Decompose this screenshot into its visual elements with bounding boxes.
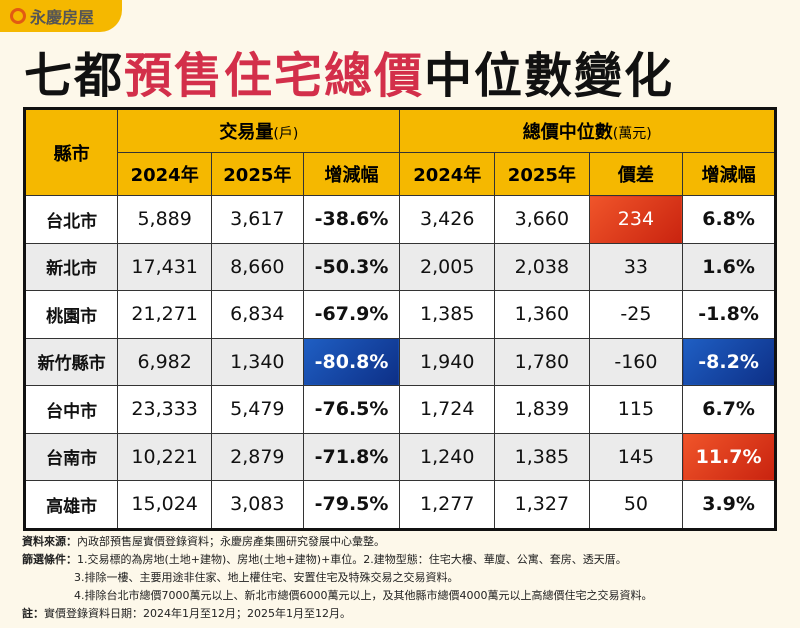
subheader: 2025年 bbox=[494, 152, 590, 196]
cell-p2024: 1,940 bbox=[399, 337, 496, 386]
logo-text: 永慶房屋 bbox=[30, 8, 95, 27]
cell-p2025: 1,839 bbox=[494, 385, 590, 434]
cell-city: 新竹縣市 bbox=[23, 337, 119, 386]
table-row: 新北市 17,431 8,660 -50.3% 2,005 2,038 33 1.6% bbox=[23, 242, 776, 291]
cell-pchg: -8.2% bbox=[682, 337, 776, 386]
data-table: 縣市 交易量(戶) 總價中位數(萬元) 2024年 2025年 增減幅 2024年 20… bbox=[23, 107, 777, 531]
cell-diff: 234 bbox=[588, 195, 684, 244]
cell-p2024: 1,240 bbox=[399, 432, 496, 481]
cell-city: 台中市 bbox=[23, 385, 119, 434]
cell-pchg: 3.9% bbox=[682, 480, 776, 530]
cell-diff: 145 bbox=[588, 432, 684, 481]
note-date: 註：實價登錄資料日期：2024年1月至12月；2025年1月至12月。 bbox=[22, 607, 351, 620]
cell-diff: 50 bbox=[588, 480, 684, 530]
header-volume: 交易量(戶) bbox=[117, 108, 401, 153]
title-part1: 七都 bbox=[24, 48, 125, 104]
note-filter-4: 4.排除台北市總價7000萬元以上、新北市總價6000萬元以上，及其他縣市總價4… bbox=[74, 589, 653, 602]
cell-vchg: -79.5% bbox=[302, 480, 401, 530]
cell-vchg: -76.5% bbox=[302, 385, 401, 434]
subheader: 增減幅 bbox=[682, 152, 776, 196]
title-part2: 預售住宅總價 bbox=[124, 48, 425, 104]
cell-p2025: 1,360 bbox=[494, 290, 590, 339]
note-source: 資料來源：內政部預售屋實價登錄資料；永慶房產集團研究發展中心彙整。 bbox=[22, 535, 385, 548]
table-row: 台南市 10,221 2,879 -71.8% 1,240 1,385 145 11.7% bbox=[23, 432, 776, 481]
subheader: 2025年 bbox=[211, 152, 304, 196]
cell-v2024: 21,271 bbox=[117, 290, 213, 339]
cell-p2024: 1,724 bbox=[399, 385, 496, 434]
cell-city: 高雄市 bbox=[23, 480, 119, 530]
cell-city: 台北市 bbox=[23, 195, 119, 244]
cell-v2024: 15,024 bbox=[117, 480, 213, 530]
header-city: 縣市 bbox=[23, 108, 119, 196]
cell-p2024: 1,277 bbox=[399, 480, 496, 530]
cell-diff: -160 bbox=[588, 337, 684, 386]
cell-v2025: 3,083 bbox=[211, 480, 304, 530]
table-row: 高雄市 15,024 3,083 -79.5% 1,277 1,327 50 3.9% bbox=[23, 480, 776, 530]
cell-pchg: -1.8% bbox=[682, 290, 776, 339]
table-row: 新竹縣市 6,982 1,340 -80.8% 1,940 1,780 -160 -8.2% bbox=[23, 337, 776, 386]
table-row: 台北市 5,889 3,617 -38.6% 3,426 3,660 234 6.8% bbox=[23, 195, 776, 244]
page-title: 七都預售住宅總價中位數變化 bbox=[24, 36, 674, 106]
cell-p2025: 3,660 bbox=[494, 195, 590, 244]
cell-p2024: 3,426 bbox=[399, 195, 496, 244]
cell-p2024: 1,385 bbox=[399, 290, 496, 339]
logo: 永慶房屋 bbox=[0, 0, 122, 32]
cell-v2024: 17,431 bbox=[117, 242, 213, 291]
cell-pchg: 11.7% bbox=[682, 432, 776, 481]
cell-city: 台南市 bbox=[23, 432, 119, 481]
cell-pchg: 6.8% bbox=[682, 195, 776, 244]
cell-diff: 33 bbox=[588, 242, 684, 291]
cell-v2024: 23,333 bbox=[117, 385, 213, 434]
cell-p2025: 1,385 bbox=[494, 432, 590, 481]
cell-pchg: 1.6% bbox=[682, 242, 776, 291]
note-filter: 篩選條件：1.交易標的為房地(土地+建物)、房地(土地+建物)+車位。2.建物型… bbox=[22, 553, 627, 566]
cell-v2024: 5,889 bbox=[117, 195, 213, 244]
cell-v2025: 1,340 bbox=[211, 337, 304, 386]
header-median-price: 總價中位數(萬元) bbox=[399, 108, 776, 153]
cell-v2025: 6,834 bbox=[211, 290, 304, 339]
cell-diff: -25 bbox=[588, 290, 684, 339]
table-row: 桃園市 21,271 6,834 -67.9% 1,385 1,360 -25 -1.8% bbox=[23, 290, 776, 339]
cell-v2025: 8,660 bbox=[211, 242, 304, 291]
cell-vchg: -50.3% bbox=[302, 242, 401, 291]
cell-city: 桃園市 bbox=[23, 290, 119, 339]
logo-icon bbox=[10, 8, 26, 24]
subheader: 價差 bbox=[588, 152, 684, 196]
cell-v2025: 2,879 bbox=[211, 432, 304, 481]
cell-p2025: 1,780 bbox=[494, 337, 590, 386]
cell-vchg: -38.6% bbox=[302, 195, 401, 244]
table-row: 台中市 23,333 5,479 -76.5% 1,724 1,839 115 6.7% bbox=[23, 385, 776, 434]
cell-pchg: 6.7% bbox=[682, 385, 776, 434]
cell-p2024: 2,005 bbox=[399, 242, 496, 291]
footnotes: 資料來源：內政部預售屋實價登錄資料；永慶房產集團研究發展中心彙整。 篩選條件：1… bbox=[22, 533, 652, 623]
cell-v2025: 5,479 bbox=[211, 385, 304, 434]
cell-v2024: 10,221 bbox=[117, 432, 213, 481]
cell-diff: 115 bbox=[588, 385, 684, 434]
cell-p2025: 1,327 bbox=[494, 480, 590, 530]
cell-vchg: -71.8% bbox=[302, 432, 401, 481]
cell-v2024: 6,982 bbox=[117, 337, 213, 386]
cell-city: 新北市 bbox=[23, 242, 119, 291]
subheader: 2024年 bbox=[117, 152, 213, 196]
cell-vchg: -80.8% bbox=[302, 337, 401, 386]
title-part3: 中位數變化 bbox=[424, 48, 675, 104]
note-filter-3: 3.排除一樓、主要用途非住家、地上權住宅、安置住宅及特殊交易之交易資料。 bbox=[74, 571, 459, 584]
cell-v2025: 3,617 bbox=[211, 195, 304, 244]
cell-vchg: -67.9% bbox=[302, 290, 401, 339]
cell-p2025: 2,038 bbox=[494, 242, 590, 291]
subheader: 增減幅 bbox=[302, 152, 401, 196]
subheader: 2024年 bbox=[399, 152, 496, 196]
